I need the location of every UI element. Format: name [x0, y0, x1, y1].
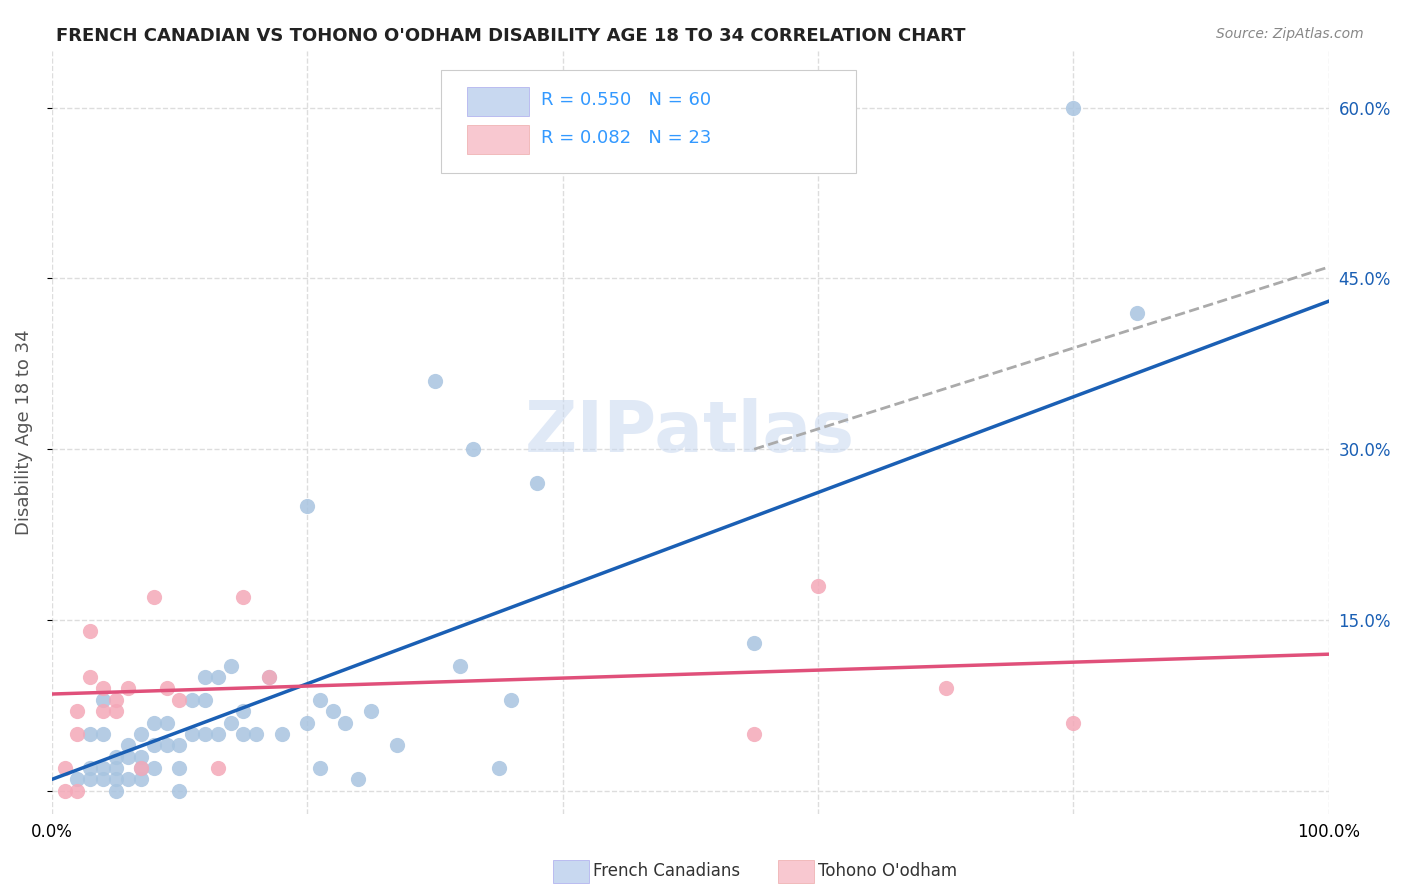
Point — [53, 784, 76, 798]
Point — [104, 772, 127, 787]
Point — [142, 739, 165, 753]
Point — [104, 704, 127, 718]
Point — [169, 692, 191, 706]
Point — [257, 670, 280, 684]
Point — [335, 715, 357, 730]
Point — [385, 739, 408, 753]
Point — [807, 101, 830, 115]
Point — [295, 715, 318, 730]
Point — [449, 658, 471, 673]
Point — [156, 715, 179, 730]
Text: Source: ZipAtlas.com: Source: ZipAtlas.com — [1216, 27, 1364, 41]
Point — [117, 749, 139, 764]
Point — [935, 681, 957, 696]
Point — [501, 692, 523, 706]
Text: ZIPatlas: ZIPatlas — [526, 398, 855, 467]
Point — [79, 670, 101, 684]
Point — [79, 772, 101, 787]
Point — [488, 761, 510, 775]
Point — [257, 670, 280, 684]
Point — [142, 761, 165, 775]
Point — [156, 739, 179, 753]
Point — [79, 727, 101, 741]
Point — [104, 761, 127, 775]
Point — [207, 727, 229, 741]
Point — [66, 727, 89, 741]
Point — [347, 772, 370, 787]
Point — [245, 727, 267, 741]
Point — [104, 749, 127, 764]
Point — [79, 761, 101, 775]
Point — [129, 772, 152, 787]
Point — [360, 704, 382, 718]
Point — [66, 784, 89, 798]
Point — [232, 704, 254, 718]
Point — [742, 727, 765, 741]
Text: R = 0.550   N = 60: R = 0.550 N = 60 — [541, 91, 711, 109]
Point — [104, 784, 127, 798]
Point — [117, 681, 139, 696]
Point — [91, 704, 114, 718]
Point — [91, 692, 114, 706]
Point — [270, 727, 292, 741]
Point — [117, 739, 139, 753]
Point — [181, 692, 204, 706]
Point — [742, 636, 765, 650]
Text: R = 0.082   N = 23: R = 0.082 N = 23 — [541, 129, 711, 147]
FancyBboxPatch shape — [441, 70, 856, 173]
Point — [117, 772, 139, 787]
Point — [219, 658, 242, 673]
Point — [142, 591, 165, 605]
Point — [91, 761, 114, 775]
Point — [463, 442, 485, 457]
Point — [91, 727, 114, 741]
Point — [1062, 715, 1084, 730]
Point — [807, 579, 830, 593]
Text: FRENCH CANADIAN VS TOHONO O'ODHAM DISABILITY AGE 18 TO 34 CORRELATION CHART: FRENCH CANADIAN VS TOHONO O'ODHAM DISABI… — [56, 27, 966, 45]
Point — [207, 670, 229, 684]
Point — [232, 591, 254, 605]
Point — [104, 692, 127, 706]
Point — [322, 704, 344, 718]
Point — [194, 692, 217, 706]
Point — [91, 772, 114, 787]
Point — [423, 374, 446, 388]
Point — [169, 761, 191, 775]
Point — [53, 761, 76, 775]
Text: French Canadians: French Canadians — [593, 863, 741, 880]
Point — [207, 761, 229, 775]
FancyBboxPatch shape — [467, 126, 529, 153]
Point — [1062, 101, 1084, 115]
Point — [1126, 305, 1149, 319]
Point — [194, 727, 217, 741]
Point — [169, 784, 191, 798]
Point — [129, 761, 152, 775]
Point — [194, 670, 217, 684]
Point — [156, 681, 179, 696]
Point — [232, 727, 254, 741]
Point — [91, 681, 114, 696]
Point — [295, 499, 318, 513]
Point — [66, 772, 89, 787]
Y-axis label: Disability Age 18 to 34: Disability Age 18 to 34 — [15, 329, 32, 535]
Point — [219, 715, 242, 730]
Text: Tohono O'odham: Tohono O'odham — [818, 863, 957, 880]
Point — [181, 727, 204, 741]
Point — [66, 704, 89, 718]
Point — [129, 749, 152, 764]
Point — [129, 727, 152, 741]
Point — [129, 761, 152, 775]
FancyBboxPatch shape — [467, 87, 529, 116]
Point — [526, 476, 548, 491]
Point — [309, 692, 332, 706]
Point — [142, 715, 165, 730]
Point — [79, 624, 101, 639]
Point — [169, 739, 191, 753]
Point — [309, 761, 332, 775]
